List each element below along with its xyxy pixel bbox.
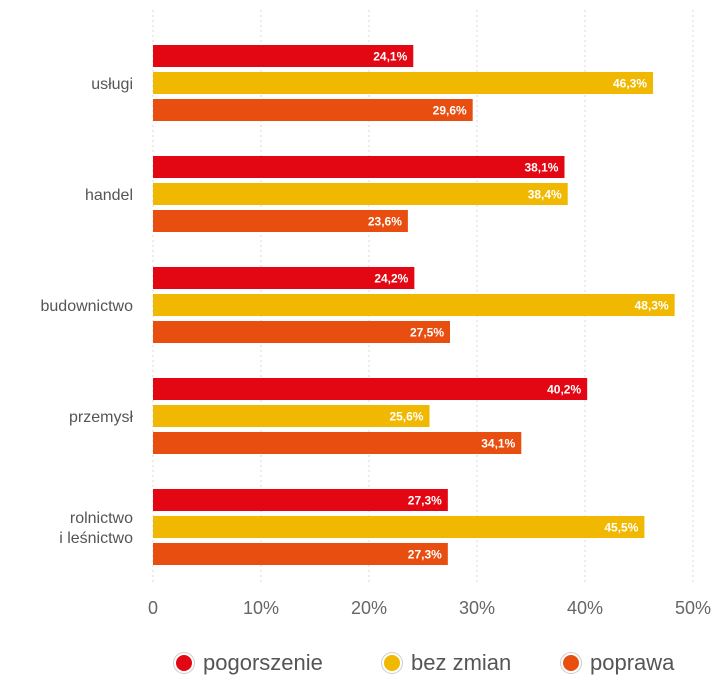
legend-label: pogorszenie — [203, 650, 323, 675]
data-label: 29,6% — [433, 104, 467, 118]
data-label: 24,1% — [373, 50, 407, 64]
data-label: 48,3% — [635, 299, 669, 313]
bar — [153, 405, 430, 427]
category-label: budownictwo — [41, 298, 134, 315]
bar — [153, 516, 645, 538]
legend-item-pogorszenie: pogorszenie — [174, 650, 323, 676]
x-tick-label: 50% — [675, 598, 711, 618]
data-label: 23,6% — [368, 215, 402, 229]
category-label: przemysł — [69, 409, 133, 426]
legend: pogorszenie bez zmian poprawa — [0, 650, 715, 678]
bar — [153, 321, 450, 343]
x-tick-label: 0 — [148, 598, 158, 618]
category-label: handel — [85, 187, 133, 204]
data-label: 24,2% — [374, 272, 408, 286]
bar-chart: 0 10% 20% 30% 40% 50% 24,1% 46,3% 29,6% usługi 38,… — [41, 10, 711, 618]
data-label: 38,1% — [524, 161, 558, 175]
bar — [153, 489, 448, 511]
x-tick-label: 30% — [459, 598, 495, 618]
legend-swatch-pogorszenie — [174, 653, 194, 673]
category-label-line: budownictwo — [41, 298, 134, 315]
data-label: 46,3% — [613, 77, 647, 91]
legend-label: poprawa — [590, 650, 675, 675]
legend-item-poprawa: poprawa — [561, 650, 674, 676]
data-label: 25,6% — [389, 410, 423, 424]
bar — [153, 267, 415, 289]
bar — [153, 378, 588, 400]
bar — [153, 183, 568, 205]
data-label: 45,5% — [604, 521, 638, 535]
bar — [153, 45, 414, 67]
bar — [153, 156, 565, 178]
x-tick-label: 40% — [567, 598, 603, 618]
category-label-line: rolnictwo — [70, 510, 133, 527]
legend-swatch-poprawa — [561, 653, 581, 673]
bar — [153, 210, 408, 232]
bar — [153, 294, 675, 316]
category-label-line: handel — [85, 187, 133, 204]
x-tick-label: 20% — [351, 598, 387, 618]
category-label-line: przemysł — [69, 409, 133, 426]
bar — [153, 72, 654, 94]
bar — [153, 543, 448, 565]
bar — [153, 432, 522, 454]
legend-item-bez-zmian: bez zmian — [382, 650, 511, 676]
data-label: 27,3% — [408, 548, 442, 562]
data-label: 38,4% — [528, 188, 562, 202]
legend-swatch-bez-zmian — [382, 653, 402, 673]
category-label-line: usługi — [91, 76, 133, 93]
legend-label: bez zmian — [411, 650, 512, 675]
data-label: 27,3% — [408, 494, 442, 508]
data-label: 40,2% — [547, 383, 581, 397]
data-label: 34,1% — [481, 437, 515, 451]
category-label-line: i leśnictwo — [59, 530, 133, 547]
bar — [153, 99, 473, 121]
category-label: rolnictwo i leśnictwo — [59, 510, 133, 547]
data-label: 27,5% — [410, 326, 444, 340]
category-label: usługi — [91, 76, 133, 93]
x-tick-label: 10% — [243, 598, 279, 618]
